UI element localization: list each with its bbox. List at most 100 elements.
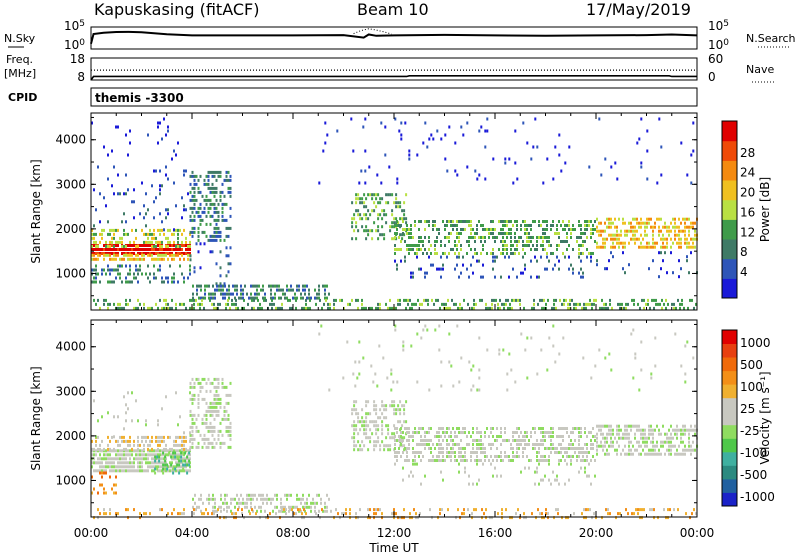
power-cell: [207, 210, 210, 214]
velocity-cell: [558, 443, 560, 446]
power-cell: [464, 228, 466, 231]
velocity-cell: [113, 435, 115, 439]
power-cells: [91, 117, 698, 310]
velocity-cell: [151, 439, 153, 443]
power-cell: [418, 240, 420, 243]
velocity-cell: [365, 428, 368, 432]
power-cell: [143, 253, 145, 257]
power-cell: [262, 284, 264, 288]
velocity-cell: [213, 385, 216, 389]
velocity-cell: [119, 449, 121, 453]
power-cell: [522, 240, 524, 243]
power-cell: [616, 177, 619, 181]
power-cell: [692, 121, 695, 125]
velocity-cell: [189, 469, 191, 473]
velocity-cell: [501, 516, 503, 520]
power-cell: [548, 236, 550, 239]
power-cell: [552, 220, 554, 223]
power-cell: [139, 268, 141, 272]
power-cell: [563, 298, 565, 302]
power-cell: [604, 221, 606, 225]
velocity-cell: [147, 443, 149, 447]
power-cell: [621, 302, 623, 306]
power-cell: [155, 236, 157, 240]
power-cell: [690, 245, 692, 249]
power-cell: [620, 241, 622, 245]
velocity-cell: [570, 455, 572, 458]
velocity-cell: [369, 516, 371, 520]
power-colorbar-tick: 12: [740, 225, 755, 239]
power-cell: [420, 220, 422, 223]
power-cell: [540, 224, 542, 227]
velocity-cell: [335, 508, 337, 512]
velocity-cell: [218, 505, 220, 509]
power-cell: [329, 306, 331, 310]
power-cell: [193, 206, 196, 210]
velocity-cell: [209, 413, 212, 417]
power-cell: [137, 244, 139, 248]
velocity-cell: [590, 447, 592, 450]
power-cell: [394, 248, 396, 251]
power-cell: [546, 267, 548, 271]
power-cell: [217, 226, 220, 230]
power-cell: [522, 255, 524, 259]
velocity-cell: [306, 501, 308, 505]
velocity-cell: [141, 449, 143, 453]
power-cell: [422, 244, 424, 247]
velocity-cell: [141, 457, 143, 461]
velocity-cell: [172, 451, 175, 455]
velocity-cell: [175, 439, 177, 443]
power-cell: [385, 302, 387, 306]
power-cell: [510, 236, 512, 239]
velocity-cell: [538, 443, 540, 446]
velocity-cell: [158, 455, 161, 459]
velocity-cell: [262, 497, 264, 501]
power-cell: [364, 117, 367, 121]
power-cell: [396, 220, 398, 223]
power-cell: [246, 292, 248, 296]
velocity-cell: [398, 447, 400, 450]
power-cell: [411, 302, 413, 306]
power-cell: [189, 272, 191, 276]
velocity-cell: [111, 449, 113, 453]
power-cell: [400, 248, 402, 251]
power-cell: [575, 302, 577, 306]
power-cell: [201, 298, 203, 302]
velocity-cell: [540, 427, 542, 430]
velocity-cell: [432, 455, 434, 458]
power-cell: [359, 217, 362, 221]
power-cell: [161, 252, 163, 255]
power-cell: [664, 225, 666, 229]
velocity-cell: [155, 457, 157, 461]
velocity-cell: [345, 512, 347, 516]
power-cell: [544, 248, 546, 251]
velocity-cell: [202, 501, 204, 505]
power-cell: [127, 248, 129, 251]
velocity-cell: [625, 508, 627, 512]
power-cell: [321, 306, 323, 310]
velocity-cell: [131, 419, 133, 423]
velocity-cell: [314, 505, 316, 509]
power-cell: [123, 253, 125, 257]
power-colorbar-swatch: [722, 180, 737, 201]
velocity-cell: [207, 429, 210, 433]
power-cell: [444, 133, 447, 137]
velocity-cell: [508, 459, 510, 462]
power-cell: [582, 240, 584, 243]
velocity-cell: [379, 448, 382, 452]
velocity-cell: [586, 447, 588, 450]
power-cell: [593, 302, 595, 306]
power-cell: [452, 220, 454, 223]
power-cell: [404, 259, 406, 263]
power-cell: [511, 306, 513, 310]
velocity-cell: [442, 439, 444, 442]
velocity-cell: [612, 428, 614, 432]
power-cell: [658, 275, 660, 279]
power-cell: [157, 244, 159, 247]
power-cell: [580, 244, 582, 247]
velocity-cell: [193, 381, 196, 385]
velocity-cell: [198, 497, 200, 501]
power-cell: [376, 173, 379, 177]
power-cell: [656, 217, 658, 221]
